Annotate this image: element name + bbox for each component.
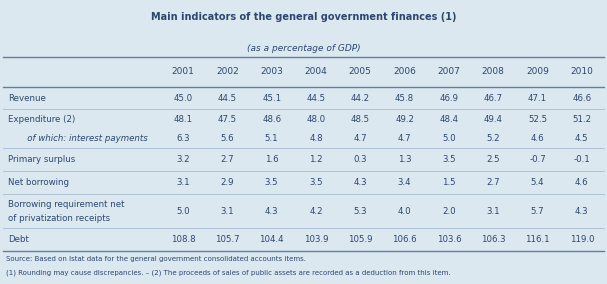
Text: 116.1: 116.1 [525,235,550,245]
Text: 106.6: 106.6 [392,235,417,245]
Text: 2.5: 2.5 [486,155,500,164]
Text: 4.5: 4.5 [575,134,589,143]
Text: 5.6: 5.6 [220,134,234,143]
Text: 3.1: 3.1 [486,207,500,216]
Text: 5.0: 5.0 [176,207,190,216]
Text: 2003: 2003 [260,67,283,76]
Text: 45.8: 45.8 [395,93,414,103]
Text: Debt: Debt [8,235,29,245]
Text: 2006: 2006 [393,67,416,76]
Text: 5.1: 5.1 [265,134,279,143]
Text: 108.8: 108.8 [171,235,195,245]
Text: 5.4: 5.4 [531,178,544,187]
Text: 4.3: 4.3 [353,178,367,187]
Text: 3.5: 3.5 [309,178,323,187]
Text: Net borrowing: Net borrowing [8,178,69,187]
Text: 44.5: 44.5 [307,93,325,103]
Text: 4.7: 4.7 [398,134,412,143]
Text: of which: interest payments: of which: interest payments [19,134,148,143]
Text: Revenue: Revenue [8,93,46,103]
Text: (1) Rounding may cause discrepancies. – (2) The proceeds of sales of public asse: (1) Rounding may cause discrepancies. – … [6,269,450,276]
Text: 5.3: 5.3 [353,207,367,216]
Text: 51.2: 51.2 [572,115,591,124]
Text: 46.7: 46.7 [484,93,503,103]
Text: 4.3: 4.3 [575,207,589,216]
Text: 2.7: 2.7 [486,178,500,187]
Text: 1.6: 1.6 [265,155,279,164]
Text: 48.6: 48.6 [262,115,281,124]
Text: 4.2: 4.2 [309,207,323,216]
Text: 2.9: 2.9 [220,178,234,187]
Text: 3.5: 3.5 [265,178,279,187]
Text: 45.1: 45.1 [262,93,281,103]
Text: 3.5: 3.5 [442,155,456,164]
Text: Expenditure (2): Expenditure (2) [8,115,75,124]
Text: -0.1: -0.1 [574,155,590,164]
Text: 2008: 2008 [482,67,504,76]
Text: Borrowing requirement net: Borrowing requirement net [8,200,124,209]
Text: 3.2: 3.2 [176,155,190,164]
Text: 3.1: 3.1 [220,207,234,216]
Text: Primary surplus: Primary surplus [8,155,75,164]
Text: 119.0: 119.0 [569,235,594,245]
Text: 3.4: 3.4 [398,178,412,187]
Text: 1.5: 1.5 [442,178,456,187]
Text: 105.9: 105.9 [348,235,373,245]
Text: Source: Based on Istat data for the general government consolidated accounts ite: Source: Based on Istat data for the gene… [6,256,306,262]
Text: 5.0: 5.0 [442,134,456,143]
Text: 4.7: 4.7 [353,134,367,143]
Text: 46.6: 46.6 [572,93,591,103]
Text: 105.7: 105.7 [215,235,240,245]
Text: 6.3: 6.3 [176,134,190,143]
Text: 44.2: 44.2 [351,93,370,103]
Text: 3.1: 3.1 [176,178,190,187]
Text: 48.4: 48.4 [439,115,458,124]
Text: 2010: 2010 [571,67,593,76]
Text: 0.3: 0.3 [353,155,367,164]
Text: 4.0: 4.0 [398,207,412,216]
Text: 47.1: 47.1 [528,93,547,103]
Text: 2005: 2005 [349,67,371,76]
Text: 4.6: 4.6 [575,178,589,187]
Text: 4.8: 4.8 [309,134,323,143]
Text: 48.1: 48.1 [174,115,192,124]
Text: 47.5: 47.5 [218,115,237,124]
Text: 1.3: 1.3 [398,155,412,164]
Text: 2004: 2004 [305,67,327,76]
Text: 45.0: 45.0 [174,93,192,103]
Text: 106.3: 106.3 [481,235,506,245]
Text: 2.7: 2.7 [220,155,234,164]
Text: 46.9: 46.9 [439,93,458,103]
Text: of privatization receipts: of privatization receipts [8,214,110,223]
Text: Main indicators of the general government finances (1): Main indicators of the general governmen… [151,12,456,22]
Text: -0.7: -0.7 [529,155,546,164]
Text: 2009: 2009 [526,67,549,76]
Text: 44.5: 44.5 [218,93,237,103]
Text: 4.3: 4.3 [265,207,279,216]
Text: 103.6: 103.6 [436,235,461,245]
Text: 4.6: 4.6 [531,134,544,143]
Text: 49.2: 49.2 [395,115,414,124]
Text: 48.5: 48.5 [351,115,370,124]
Text: 104.4: 104.4 [259,235,284,245]
Text: 2001: 2001 [172,67,194,76]
Text: 5.2: 5.2 [486,134,500,143]
Text: 48.0: 48.0 [307,115,325,124]
Text: 1.2: 1.2 [309,155,323,164]
Text: 5.7: 5.7 [531,207,544,216]
Text: 2002: 2002 [216,67,239,76]
Text: 49.4: 49.4 [484,115,503,124]
Text: 52.5: 52.5 [528,115,547,124]
Text: 103.9: 103.9 [304,235,328,245]
Text: (as a percentage of GDP): (as a percentage of GDP) [246,44,361,53]
Text: 2007: 2007 [438,67,460,76]
Text: 2.0: 2.0 [442,207,456,216]
